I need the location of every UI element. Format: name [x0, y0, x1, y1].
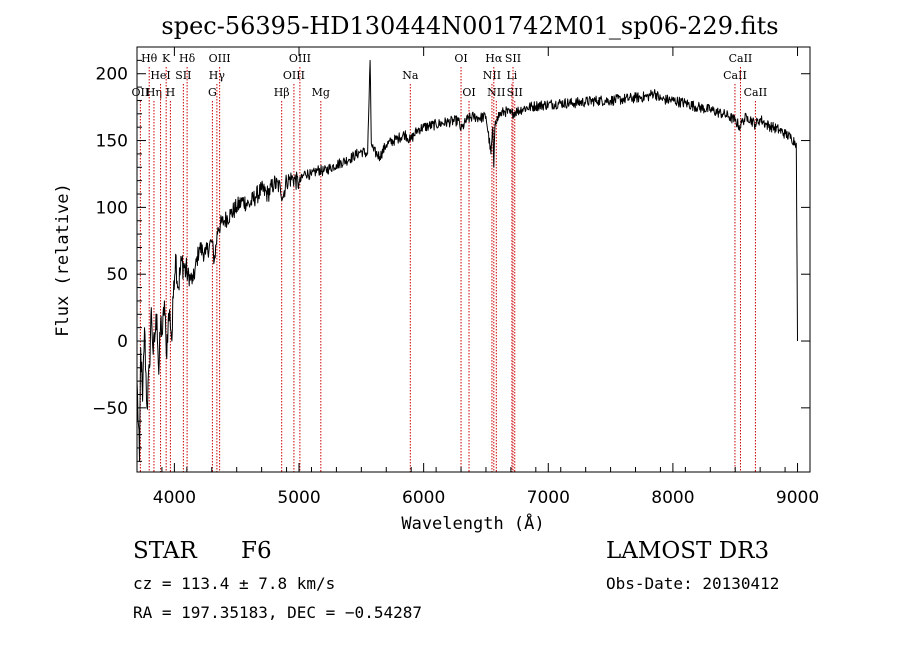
line-marker-label: CaII — [723, 69, 747, 82]
line-marker-label: Hθ — [141, 52, 158, 65]
y-axis-label: Flux (relative) — [53, 183, 73, 337]
line-marker-label: OIII — [283, 69, 305, 82]
line-marker-label: HeI — [150, 69, 170, 82]
line-marker-label: OI — [454, 52, 467, 65]
x-axis-label: Wavelength (Å) — [401, 512, 544, 534]
y-tick-label: 150 — [96, 132, 128, 152]
x-tick-label: 6000 — [402, 488, 445, 508]
line-marker-label: OII — [132, 86, 150, 99]
line-marker-label: OIII — [209, 52, 231, 65]
line-marker-layer: OII Hθ Hη HeI K H SII Hδ G Hγ OIII Hβ OIII OIII Mg Na OI… — [132, 52, 768, 472]
plot-frame — [136, 46, 811, 473]
spectral-class-label: F6 — [241, 538, 272, 564]
survey-label: LAMOST DR3 — [606, 538, 770, 564]
line-marker-label: H — [166, 86, 176, 99]
coordinates-text: RA = 197.35183, DEC = −0.54287 — [133, 603, 422, 622]
redshift-text: cz = 113.4 ± 7.8 km/s — [133, 574, 336, 593]
x-axis: 4000 5000 6000 7000 8000 9000 — [136, 47, 819, 508]
line-marker-label: Mg — [312, 86, 330, 99]
line-marker-label: Hβ — [274, 86, 290, 99]
x-tick-label: 9000 — [776, 488, 819, 508]
line-marker-label: Hη — [146, 86, 162, 99]
line-marker-label: Hγ — [209, 69, 226, 82]
line-marker-label: SII — [507, 86, 523, 99]
spectrum-layer — [136, 59, 798, 462]
line-marker-label: Hδ — [179, 52, 196, 65]
object-type-label: STAR — [133, 538, 197, 564]
x-tick-label: 5000 — [277, 488, 320, 508]
y-tick-label: 50 — [106, 265, 128, 285]
y-tick-label: −50 — [92, 399, 128, 419]
line-marker-label: NII — [487, 86, 505, 99]
x-tick-label: 4000 — [153, 488, 196, 508]
line-marker-label: OI — [462, 86, 475, 99]
y-tick-label: 100 — [96, 198, 128, 218]
line-marker-label: SII — [175, 69, 191, 82]
line-marker-label: Li — [506, 69, 517, 82]
line-marker-label: Na — [402, 69, 419, 82]
line-marker-label: CaII — [744, 86, 768, 99]
x-tick-label: 8000 — [651, 488, 694, 508]
x-tick-label: 7000 — [527, 488, 570, 508]
y-tick-label: 200 — [96, 65, 128, 85]
obs-date-text: Obs-Date: 20130412 — [606, 574, 780, 593]
y-axis: −50 0 50 100 150 200 — [92, 59, 810, 462]
line-marker-label: OIII — [289, 52, 311, 65]
line-marker-label: Hα — [485, 52, 503, 65]
spectrum-series-line — [136, 59, 798, 462]
line-marker-label: G — [208, 86, 217, 99]
line-marker-label: CaII — [729, 52, 753, 65]
line-marker-label: SII — [505, 52, 521, 65]
y-tick-label: 0 — [117, 332, 128, 352]
chart-title: spec-56395-HD130444N001742M01_sp06-229.f… — [161, 12, 778, 40]
line-marker-label: K — [162, 52, 171, 65]
line-marker-label: NII — [483, 69, 501, 82]
